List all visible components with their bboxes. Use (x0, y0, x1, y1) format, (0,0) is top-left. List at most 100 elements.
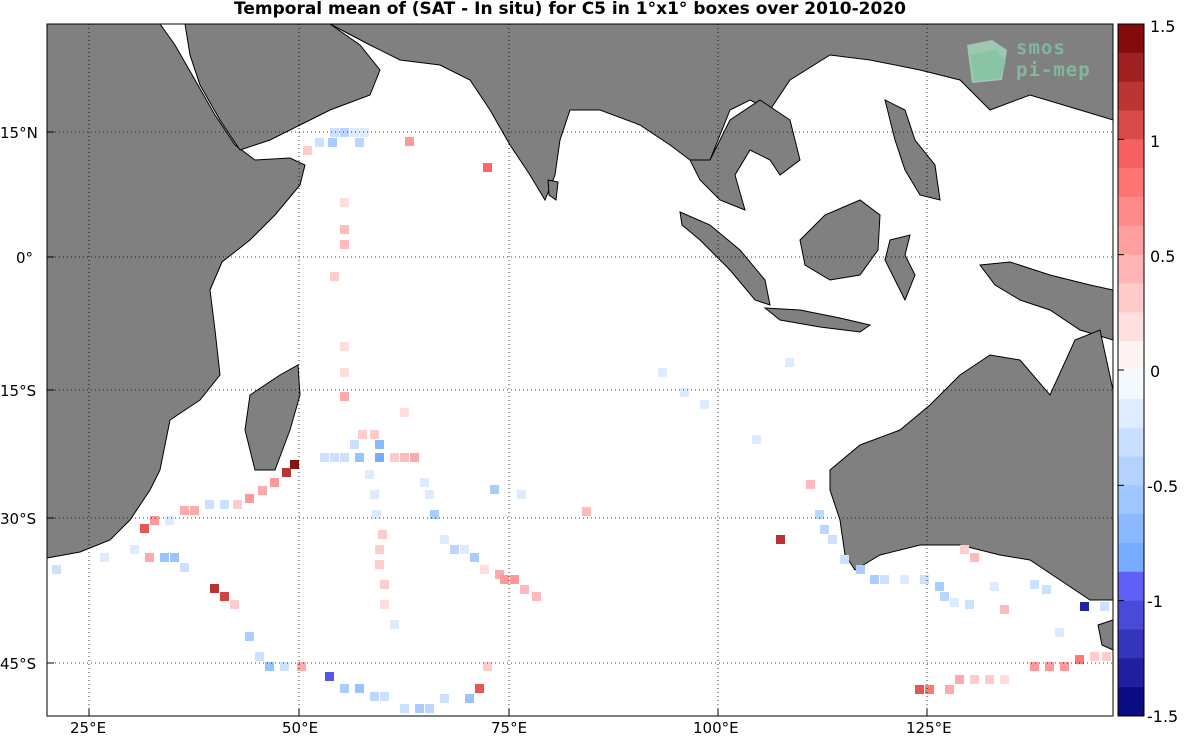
data-cell (205, 500, 214, 509)
data-cell (370, 430, 379, 439)
data-cell (370, 490, 379, 499)
data-cell (330, 272, 339, 281)
data-cell (400, 704, 409, 713)
data-cell (900, 575, 909, 584)
data-cell (370, 692, 379, 701)
data-cell (460, 545, 469, 554)
data-cell (840, 555, 849, 564)
africa-land (46, 23, 306, 559)
philippines-land (884, 99, 941, 201)
borneo-land (799, 199, 881, 281)
colorbar-label: 1 (1150, 132, 1161, 151)
data-cell (970, 675, 979, 684)
data-cell (582, 507, 591, 516)
data-cell (330, 128, 339, 137)
logo-mark-icon (967, 40, 1007, 83)
colorbar (1118, 23, 1144, 717)
data-cell (170, 553, 179, 562)
sulawesi-land (884, 234, 916, 302)
data-cell (915, 685, 924, 694)
data-cell (375, 545, 384, 554)
data-cell (355, 453, 364, 462)
data-cell (358, 430, 367, 439)
colorbar-step (1118, 571, 1144, 602)
map-frame (46, 23, 1114, 717)
data-cell (390, 620, 399, 629)
data-cell (340, 198, 349, 207)
data-cell (258, 486, 267, 495)
data-cell (303, 146, 312, 155)
colorbar-step (1118, 398, 1144, 429)
lon-label: 100°E (693, 719, 739, 737)
land-masses (46, 23, 1114, 651)
madagascar-land (244, 364, 301, 471)
data-cell (785, 358, 794, 367)
data-cell (965, 600, 974, 609)
data-cell (400, 408, 409, 417)
data-cell (220, 500, 229, 509)
data-cell (100, 553, 109, 562)
data-cell (450, 545, 459, 554)
logo-line2: pi-mep (1016, 59, 1091, 81)
colorbar-step (1118, 254, 1144, 284)
data-cell (375, 440, 384, 449)
data-cell (815, 510, 824, 519)
colorbar-step (1118, 427, 1144, 457)
data-cell (420, 478, 429, 487)
data-cell (425, 704, 434, 713)
indochina-land (689, 99, 801, 211)
data-cell (390, 453, 399, 462)
srilanka-land (547, 179, 559, 201)
data-cell (280, 662, 289, 671)
data-cell (265, 662, 274, 671)
colorbar-step (1118, 52, 1144, 83)
data-cell (320, 453, 329, 462)
data-cell (140, 524, 149, 533)
data-cell (1030, 580, 1039, 589)
data-cell (483, 163, 492, 172)
data-cell (145, 553, 154, 562)
colorbar-step (1118, 81, 1144, 111)
data-cell (1000, 675, 1009, 684)
data-cell (380, 692, 389, 701)
data-cell (355, 684, 364, 693)
lat-label: 15°N (0, 124, 38, 142)
data-cell (328, 138, 337, 147)
data-cell (405, 137, 414, 146)
data-cell (165, 516, 174, 525)
data-cell (510, 575, 519, 584)
colorbar-step (1118, 283, 1144, 313)
data-cell (340, 342, 349, 351)
data-cell (500, 575, 509, 584)
data-cell (130, 545, 139, 554)
data-cell (245, 494, 254, 503)
data-cell (315, 138, 324, 147)
data-cell (325, 672, 334, 681)
data-cell (430, 510, 439, 519)
colorbar-step (1118, 514, 1144, 544)
data-cell (255, 652, 264, 661)
data-cell (960, 545, 969, 554)
data-cell (297, 662, 306, 671)
colorbar-step (1118, 456, 1144, 486)
data-cell (150, 516, 159, 525)
data-cell (1060, 662, 1069, 671)
data-cell (375, 560, 384, 569)
data-cell (1055, 628, 1064, 637)
colorbar-step (1118, 600, 1144, 630)
data-cell (820, 525, 829, 534)
lat-label: 45°S (0, 655, 37, 673)
data-cell (340, 240, 349, 249)
data-cell (425, 490, 434, 499)
data-cell (470, 553, 479, 562)
lon-label: 75°E (491, 719, 528, 737)
data-cell (365, 470, 374, 479)
data-cell (1000, 605, 1009, 614)
lon-label: 50°E (282, 719, 319, 737)
data-cell (517, 490, 526, 499)
data-cell (1090, 652, 1099, 661)
data-cell (1080, 602, 1089, 611)
data-cell (340, 225, 349, 234)
data-cell (355, 138, 364, 147)
colorbar-label: -1 (1147, 592, 1163, 611)
